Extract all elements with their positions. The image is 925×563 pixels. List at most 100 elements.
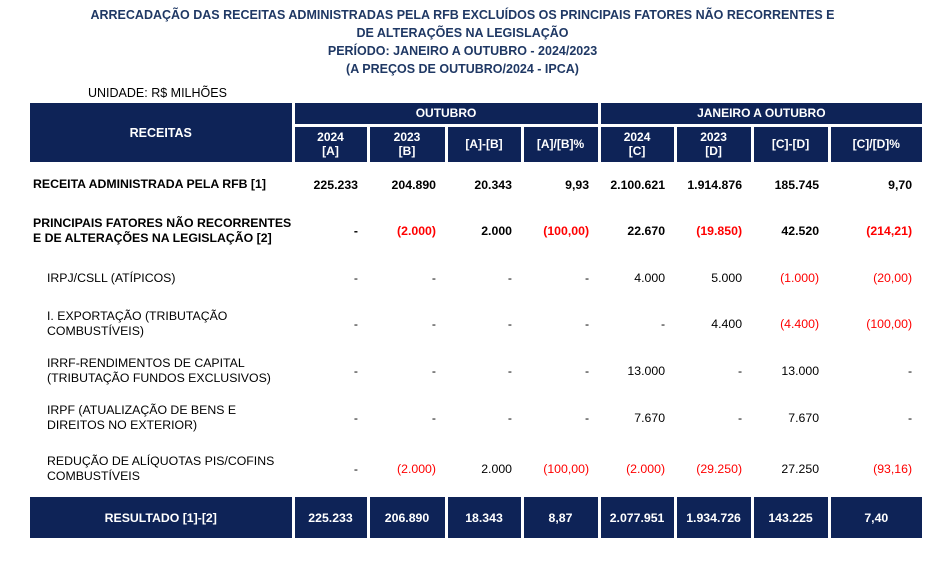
revenue-table: RECEITAS OUTUBRO JANEIRO A OUTUBRO 2024 … — [30, 103, 923, 538]
cell-value: - — [829, 394, 923, 441]
cell-value: (29.250) — [675, 441, 753, 497]
title-line-2: DE ALTERAÇÕES NA LEGISLAÇÃO — [356, 26, 569, 40]
cell-value: 185.745 — [752, 162, 830, 207]
cell-value: - — [293, 394, 368, 441]
cell-value: (2.000) — [599, 441, 676, 497]
cell-value: 2.100.621 — [599, 162, 676, 207]
cell-value: - — [293, 441, 368, 497]
cell-value: 7.670 — [599, 394, 676, 441]
cell-value: 42.520 — [752, 207, 830, 255]
cell-value: (20,00) — [829, 255, 923, 301]
cell-value: 22.670 — [599, 207, 676, 255]
cell-value: - — [368, 347, 446, 394]
table-row: RECEITA ADMINISTRADA PELA RFB [1] 225.233… — [30, 162, 923, 207]
cell-value: (4.400) — [752, 301, 830, 347]
cell-value: 7.670 — [752, 394, 830, 441]
row-label: PRINCIPAIS FATORES NÃO RECORRENTES E DE … — [30, 207, 293, 255]
unit-label: UNIDADE: R$ MILHÕES — [88, 86, 227, 100]
cell-value: - — [446, 301, 522, 347]
column-header-2023-b: 2023 [B] — [366, 125, 446, 162]
cell-value: - — [522, 394, 600, 441]
result-row-label: RESULTADO [1]-[2] — [30, 497, 293, 538]
cell-value: (93,16) — [829, 441, 923, 497]
cell-value: 2.000 — [446, 207, 522, 255]
cell-value: 13.000 — [599, 347, 676, 394]
cell-value: - — [522, 301, 600, 347]
table-row: IRPJ/CSLL (ATÍPICOS) - - - -4.000 5.000 (1.000… — [30, 255, 923, 301]
cell-value: - — [829, 347, 923, 394]
cell-value: (100,00) — [522, 441, 600, 497]
row-label: RECEITA ADMINISTRADA PELA RFB [1] — [30, 162, 293, 207]
cell-value: (2.000) — [368, 441, 446, 497]
row-label: IRPJ/CSLL (ATÍPICOS) — [30, 255, 293, 301]
result-cell: 143.225 — [750, 497, 830, 538]
cell-value: - — [368, 255, 446, 301]
cell-value: - — [293, 301, 368, 347]
title-line-3: PERÍODO: JANEIRO A OUTUBRO - 2024/2023 — [327, 44, 598, 58]
group-header-janeiro-a-outubro: JANEIRO A OUTUBRO — [597, 103, 923, 127]
cell-value: 4.000 — [599, 255, 676, 301]
column-header-2024-a: 2024 [A] — [291, 125, 368, 162]
cell-value: 9,70 — [829, 162, 923, 207]
result-cell: 8,87 — [520, 497, 600, 538]
table-row: IRRF-RENDIMENTOS DE CAPITAL (TRIBUTAÇÃO … — [30, 347, 923, 394]
table-row: IRPF (ATUALIZAÇÃO DE BENS E DIREITOS NO … — [30, 394, 923, 441]
cell-value: - — [446, 347, 522, 394]
result-cell: 206.890 — [366, 497, 446, 538]
cell-value: - — [522, 255, 600, 301]
column-header-2024-c: 2024 [C] — [597, 125, 676, 162]
cell-value: - — [599, 301, 676, 347]
cell-value: (1.000) — [752, 255, 830, 301]
cell-value: - — [675, 394, 753, 441]
row-label: IRRF-RENDIMENTOS DE CAPITAL (TRIBUTAÇÃO … — [30, 347, 293, 394]
cell-value: 204.890 — [368, 162, 446, 207]
column-header-a-over-b-pct: [A]/[B]% — [520, 125, 600, 162]
cell-value: (100,00) — [829, 301, 923, 347]
cell-value: 2.000 — [446, 441, 522, 497]
cell-value: 27.250 — [752, 441, 830, 497]
row-label: I. EXPORTAÇÃO (TRIBUTAÇÃO COMBUSTÍVEIS) — [30, 301, 293, 347]
title-line-4: (A PREÇOS DE OUTUBRO/2024 - IPCA) — [346, 62, 579, 76]
cell-value: 20.343 — [446, 162, 522, 207]
result-cell: 1.934.726 — [673, 497, 753, 538]
table-row: REDUÇÃO DE ALÍQUOTAS PIS/COFINS COMBUSTÍ… — [30, 441, 923, 497]
cell-value: 1.914.876 — [675, 162, 753, 207]
cell-value: (2.000) — [368, 207, 446, 255]
cell-value: (100,00) — [522, 207, 600, 255]
report-title: ARRECADAÇÃO DAS RECEITAS ADMINISTRADAS P… — [0, 6, 925, 78]
cell-value: (19.850) — [675, 207, 753, 255]
cell-value: 225.233 — [293, 162, 368, 207]
cell-value: - — [675, 347, 753, 394]
cell-value: - — [368, 394, 446, 441]
result-cell: 7,40 — [827, 497, 923, 538]
table-row: I. EXPORTAÇÃO (TRIBUTAÇÃO COMBUSTÍVEIS) -… — [30, 301, 923, 347]
column-header-2023-d: 2023 [D] — [673, 125, 753, 162]
cell-value: (214,21) — [829, 207, 923, 255]
cell-value: - — [522, 347, 600, 394]
column-header-c-minus-d: [C]-[D] — [750, 125, 830, 162]
cell-value: - — [293, 255, 368, 301]
result-cell: 18.343 — [444, 497, 522, 538]
group-header-row: RECEITAS OUTUBRO JANEIRO A OUTUBRO — [30, 103, 923, 162]
cell-value: - — [293, 347, 368, 394]
cell-value: - — [368, 301, 446, 347]
column-header-a-minus-b: [A]-[B] — [444, 125, 522, 162]
cell-value: - — [446, 255, 522, 301]
row-label: IRPF (ATUALIZAÇÃO DE BENS E DIREITOS NO … — [30, 394, 293, 441]
title-line-1: ARRECADAÇÃO DAS RECEITAS ADMINISTRADAS P… — [90, 8, 835, 22]
group-header-outubro: OUTUBRO — [291, 103, 600, 127]
cell-value: 9,93 — [522, 162, 600, 207]
result-cell: 2.077.951 — [597, 497, 676, 538]
row-label: REDUÇÃO DE ALÍQUOTAS PIS/COFINS COMBUSTÍ… — [30, 441, 293, 497]
cell-value: 5.000 — [675, 255, 753, 301]
column-header-c-over-d-pct: [C]/[D]% — [827, 125, 923, 162]
result-cell: 225.233 — [291, 497, 368, 538]
cell-value: 4.400 — [675, 301, 753, 347]
sub-header-row: 2024 [A] 2023 [B] [A]-[B] [A]/[B]% 2024 … — [30, 125, 923, 162]
cell-value: - — [293, 207, 368, 255]
table-row: PRINCIPAIS FATORES NÃO RECORRENTES E DE … — [30, 207, 923, 255]
cell-value: - — [446, 394, 522, 441]
result-row: RESULTADO [1]-[2] 225.233 206.890 18.343… — [30, 497, 923, 538]
cell-value: 13.000 — [752, 347, 830, 394]
